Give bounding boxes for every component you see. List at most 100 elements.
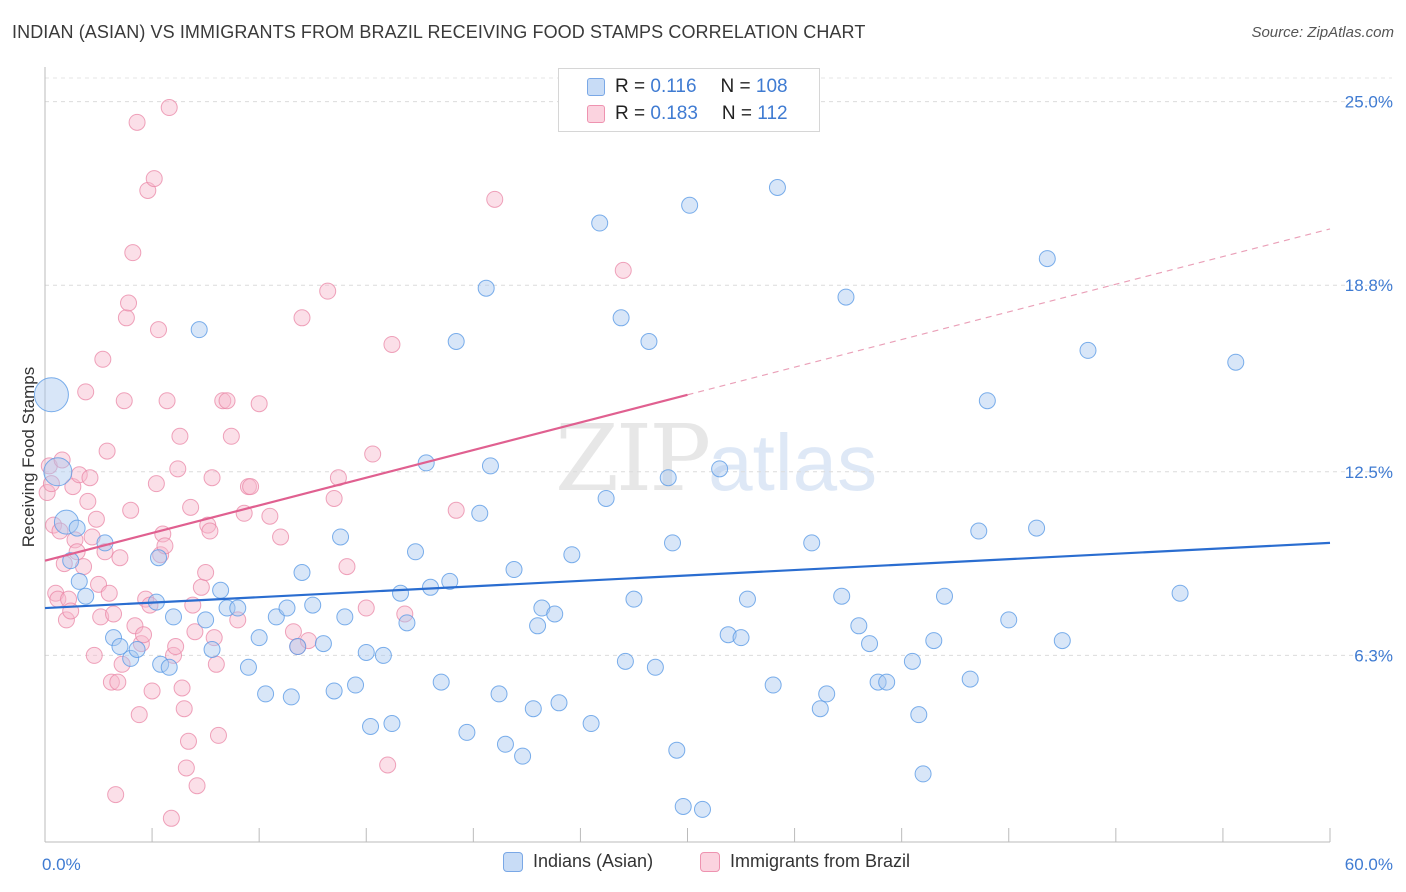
legend-r-label: R = — [615, 103, 651, 124]
brazil-point — [145, 170, 163, 188]
brazil-point — [338, 558, 356, 576]
indians-point — [398, 614, 416, 632]
brazil-point — [188, 777, 206, 795]
indians-point — [582, 715, 600, 733]
brazil-point — [186, 623, 204, 641]
brazil-point — [57, 611, 75, 629]
indians-point — [524, 700, 542, 718]
indians-point — [43, 457, 73, 487]
legend-r-value: 0.183 — [650, 103, 698, 124]
y-tick-label: 12.5% — [1345, 463, 1393, 482]
indians-point — [128, 641, 146, 658]
indians-point — [659, 469, 677, 487]
indians-point — [563, 546, 581, 564]
brazil-point — [229, 611, 247, 629]
indians-point — [910, 706, 928, 724]
brazil-point — [111, 549, 129, 567]
brazil-point — [175, 700, 193, 718]
brazil-point — [203, 469, 221, 487]
brazil-point — [614, 261, 632, 279]
indians-point — [1171, 584, 1189, 602]
brazil-point — [81, 469, 99, 487]
brazil-point — [115, 392, 133, 410]
indians-point — [278, 599, 296, 617]
brazil-point — [102, 673, 120, 691]
indians-point — [392, 584, 410, 602]
grid-lines — [45, 77, 1392, 656]
indians-point — [122, 649, 140, 667]
indians-point — [407, 543, 425, 561]
indians-point — [925, 632, 943, 650]
legend-row-brazil: R = 0.183 N = 112 — [559, 101, 788, 127]
brazil-point — [167, 638, 185, 656]
brazil-point — [120, 294, 138, 312]
indians-point — [1053, 632, 1071, 650]
brazil-point — [293, 309, 311, 327]
indians-point — [165, 608, 182, 626]
legend-n-value: 108 — [755, 76, 788, 97]
indians-point — [612, 309, 630, 327]
brazil-point — [147, 475, 165, 493]
indians-point — [477, 279, 495, 297]
indians-point — [625, 590, 643, 608]
indians-point — [850, 617, 868, 635]
indians-point — [496, 735, 514, 753]
indians-point — [861, 635, 879, 653]
indians-point — [711, 460, 729, 478]
indians-point — [33, 377, 69, 413]
series-label-indians: Indians (Asian) — [533, 851, 654, 871]
brazil-point — [197, 564, 215, 581]
series-legend: Indians (Asian) Immigrants from Brazil — [0, 851, 1406, 877]
brazil-point — [162, 809, 180, 827]
brazil-point — [272, 528, 290, 546]
indians-point — [878, 673, 896, 691]
indians-point — [160, 658, 178, 676]
indians-point — [111, 638, 129, 656]
indians-point — [203, 641, 221, 658]
brazil-point — [150, 321, 168, 339]
legend-swatch-brazil — [587, 105, 605, 123]
indians-point — [768, 179, 786, 196]
brazil-point — [209, 726, 227, 744]
trend-lines — [44, 228, 1331, 610]
brazil-point — [77, 383, 95, 401]
indians-point — [811, 700, 829, 718]
indians-point — [693, 800, 711, 818]
series-legend-brazil[interactable]: Immigrants from Brazil — [700, 851, 910, 872]
indians-point — [837, 288, 855, 306]
indians-point — [190, 321, 208, 339]
brazil-point — [214, 392, 232, 410]
brazil-point — [173, 679, 191, 697]
brazil-point — [179, 732, 197, 750]
indians-point — [293, 564, 311, 581]
brazil-point — [242, 478, 260, 496]
series-legend-indians[interactable]: Indians (Asian) — [503, 851, 653, 872]
indians-point — [529, 617, 547, 635]
brazil-point — [107, 786, 125, 804]
brazil-point — [42, 475, 60, 493]
trend-line-indians — [44, 541, 1331, 610]
brazil-point — [45, 516, 63, 534]
brazil-point — [486, 190, 504, 208]
brazil-point — [135, 626, 153, 644]
brazil-point — [383, 335, 401, 353]
brazil-point — [85, 646, 103, 664]
indians-point — [1227, 353, 1245, 371]
indians-point — [347, 676, 365, 694]
brazil-point — [192, 578, 210, 596]
correlation-legend: R = 0.116 N = 108 R = 0.183 N = 112 — [558, 68, 820, 132]
indians-point — [239, 658, 257, 676]
brazil-point — [207, 655, 225, 673]
x-tick-label: 0.0% — [42, 855, 81, 874]
legend-row-indians: R = 0.116 N = 108 — [559, 74, 788, 100]
indians-point — [668, 741, 686, 759]
indians-point — [150, 549, 168, 567]
indians-point — [68, 519, 86, 537]
brazil-point — [79, 492, 97, 510]
indians-point — [257, 685, 275, 703]
indians-point — [640, 333, 658, 350]
brazil-point — [53, 451, 71, 469]
watermark-atlas: atlas — [708, 418, 878, 507]
axis-labels: 6.3% 12.5% 18.8% 25.0% 0.0% 60.0% Receiving Fo… — [19, 93, 1393, 874]
brazil-point — [152, 546, 170, 564]
